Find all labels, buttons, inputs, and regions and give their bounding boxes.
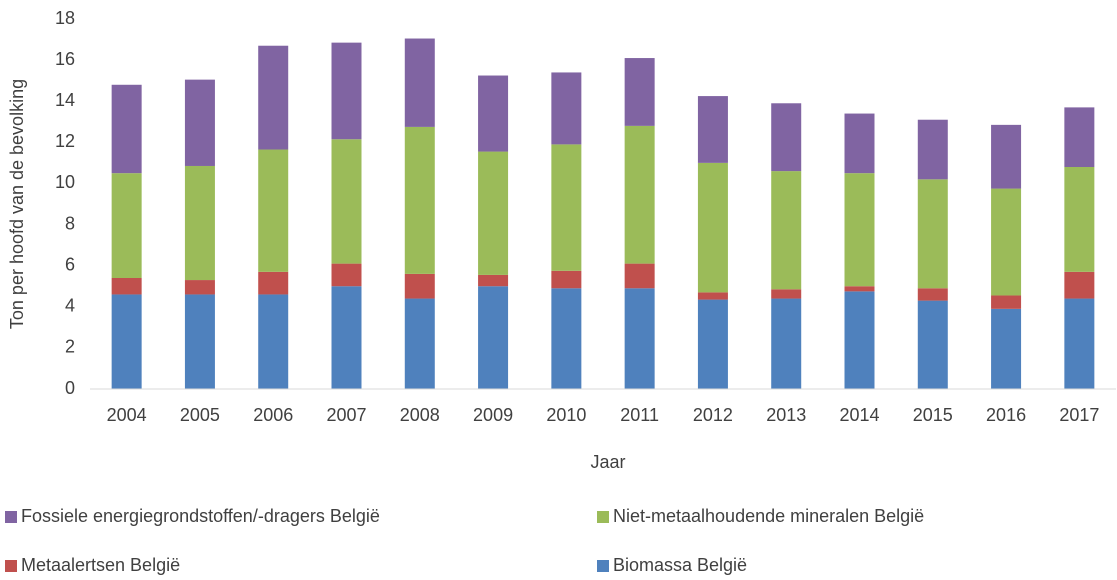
bar-segment	[844, 173, 875, 287]
bar-segment	[184, 294, 215, 389]
bar-segment	[404, 298, 435, 389]
bar-segment	[331, 42, 362, 140]
x-tick-label: 2005	[180, 405, 220, 425]
legend-swatch	[5, 560, 17, 572]
legend-swatch	[597, 511, 609, 523]
bar-segment	[624, 58, 655, 126]
bar-segment	[478, 286, 509, 389]
bar-segment	[844, 286, 875, 292]
bar-segment	[478, 274, 509, 287]
y-tick-label: 6	[65, 254, 75, 274]
bar-segment	[991, 308, 1022, 389]
bar-segment	[624, 125, 655, 264]
x-axis-title: Jaar	[590, 452, 625, 472]
bar-segment	[184, 165, 215, 281]
y-tick-label: 16	[55, 49, 75, 69]
bar-segment	[844, 113, 875, 174]
x-tick-label: 2015	[913, 405, 953, 425]
y-tick-label: 12	[55, 131, 75, 151]
x-tick-label: 2007	[326, 405, 366, 425]
bar-segment	[697, 96, 728, 163]
y-tick-label: 8	[65, 213, 75, 233]
bar-segment	[111, 294, 142, 389]
x-tick-label: 2006	[253, 405, 293, 425]
legend-swatch	[597, 560, 609, 572]
bar-segment	[991, 295, 1022, 309]
legend-label: Metaalertsen België	[21, 555, 180, 575]
bar-segment	[404, 126, 435, 274]
y-tick-label: 14	[55, 90, 75, 110]
bar-segment	[697, 299, 728, 389]
bar-segment	[624, 263, 655, 289]
bar-segment	[404, 38, 435, 127]
y-tick-label: 10	[55, 172, 75, 192]
bar-segment	[1064, 167, 1095, 272]
bar-segment	[184, 79, 215, 166]
bar-segment	[844, 291, 875, 389]
bar-segment	[331, 286, 362, 389]
x-tick-label: 2014	[839, 405, 879, 425]
y-tick-label: 2	[65, 337, 75, 357]
x-tick-label: 2017	[1059, 405, 1099, 425]
y-tick-label: 4	[65, 296, 75, 316]
bar-segment	[697, 292, 728, 300]
bar-segment	[917, 288, 948, 301]
legend-label: Fossiele energiegrondstoffen/-dragers Be…	[21, 506, 380, 526]
y-axis-title: Ton per hoofd van de bevolking	[7, 79, 27, 329]
bar-segment	[1064, 107, 1095, 167]
bar-segment	[771, 171, 802, 290]
bar-segment	[258, 294, 289, 389]
bar-segment	[917, 179, 948, 289]
bar-segment	[991, 188, 1022, 296]
x-tick-label: 2011	[620, 405, 659, 425]
x-tick-label: 2012	[693, 405, 733, 425]
x-tick-label: 2008	[400, 405, 440, 425]
bar-segment	[771, 103, 802, 172]
bar-segment	[258, 149, 289, 272]
bar-segment	[1064, 298, 1095, 389]
bar-segment	[331, 263, 362, 287]
bar-segment	[111, 173, 142, 278]
bar-segment	[1064, 271, 1095, 299]
bar-segment	[184, 280, 215, 295]
bar-segment	[917, 119, 948, 180]
legend-swatch	[5, 511, 17, 523]
y-tick-label: 18	[55, 8, 75, 28]
bar-segment	[991, 124, 1022, 189]
bar-segment	[331, 139, 362, 264]
x-tick-label: 2013	[766, 405, 806, 425]
x-tick-label: 2010	[546, 405, 586, 425]
x-tick-label: 2016	[986, 405, 1026, 425]
legend-label: Biomassa België	[613, 555, 747, 575]
bar-segment	[478, 75, 509, 152]
bar-segment	[771, 298, 802, 389]
bar-segment	[624, 288, 655, 389]
x-tick-label: 2009	[473, 405, 513, 425]
bar-segment	[771, 289, 802, 299]
legend-label: Niet-metaalhoudende mineralen België	[613, 506, 924, 526]
bar-segment	[551, 270, 582, 289]
x-tick-label: 2004	[107, 405, 147, 425]
bar-segment	[111, 84, 142, 174]
bar-segment	[551, 72, 582, 145]
bar-segment	[111, 278, 142, 295]
bar-segment	[697, 162, 728, 293]
bar-segment	[917, 300, 948, 389]
bar-segment	[404, 273, 435, 299]
bar-segment	[258, 271, 289, 295]
bar-segment	[258, 45, 289, 150]
y-tick-label: 0	[65, 378, 75, 398]
bar-segment	[478, 151, 509, 275]
bar-segment	[551, 144, 582, 271]
bar-segment	[551, 288, 582, 389]
